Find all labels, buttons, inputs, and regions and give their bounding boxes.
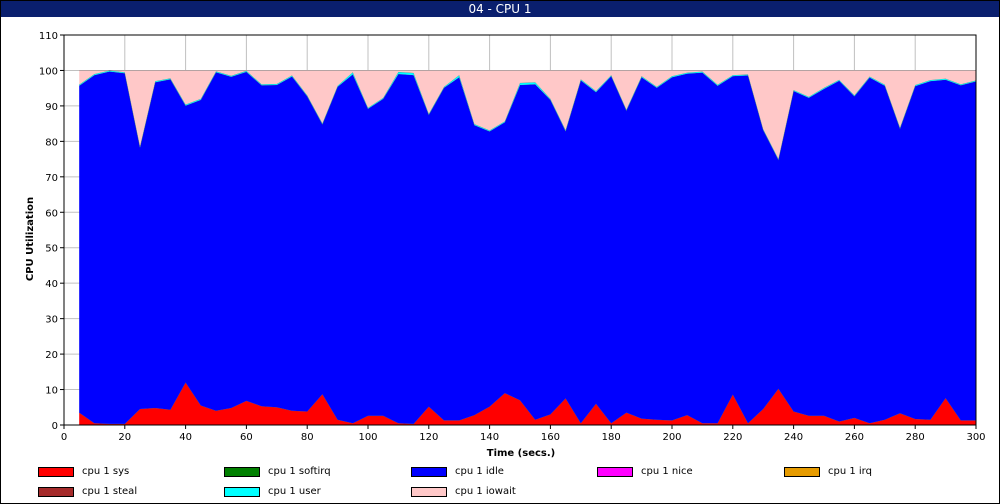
stacked-areas xyxy=(79,70,977,425)
y-tick-label: 30 xyxy=(45,315,58,326)
x-tick-label: 160 xyxy=(541,432,560,443)
y-tick-label: 70 xyxy=(45,173,58,184)
x-tick-label: 40 xyxy=(179,432,192,443)
y-tick-label: 80 xyxy=(45,137,58,148)
y-tick-label: 90 xyxy=(45,102,58,113)
y-tick-label: 110 xyxy=(39,31,58,42)
legend-label: cpu 1 softirq xyxy=(268,466,331,477)
y-tick-label: 10 xyxy=(45,386,58,397)
x-axis-label: Time (secs.) xyxy=(487,448,556,459)
x-tick-label: 60 xyxy=(240,432,253,443)
x-tick-label: 300 xyxy=(966,432,985,443)
legend-swatch xyxy=(597,467,633,477)
y-tick-label: 40 xyxy=(45,279,58,290)
y-axis-label: CPU Utilization xyxy=(25,197,36,281)
y-tick-label: 100 xyxy=(39,66,58,77)
y-tick-label: 60 xyxy=(45,208,58,219)
x-tick-label: 200 xyxy=(662,432,681,443)
legend-label: cpu 1 steal xyxy=(82,486,138,497)
series-area xyxy=(79,70,976,159)
y-tick-label: 20 xyxy=(45,350,58,361)
series-area xyxy=(79,70,976,160)
x-tick-label: 120 xyxy=(419,432,438,443)
x-tick-label: 220 xyxy=(723,432,742,443)
x-tick-label: 260 xyxy=(845,432,864,443)
legend-label: cpu 1 iowait xyxy=(455,486,516,497)
y-tick-label: 0 xyxy=(52,421,58,432)
legend-label: cpu 1 idle xyxy=(455,466,504,477)
axes: 0 20 40 60 80 100 120 140 160 180 200 220 240 260 280 3… xyxy=(39,31,986,443)
legend-swatch xyxy=(38,467,74,477)
legend-swatch xyxy=(411,467,447,477)
x-tick-label: 0 xyxy=(61,432,67,443)
x-tick-label: 80 xyxy=(301,432,314,443)
x-tick-label: 240 xyxy=(784,432,803,443)
legend-swatch xyxy=(784,467,820,477)
legend-label: cpu 1 irq xyxy=(828,466,872,477)
legend-swatch xyxy=(411,487,447,497)
plot-frame xyxy=(63,34,977,426)
x-tick-label: 280 xyxy=(906,432,925,443)
legend-label: cpu 1 nice xyxy=(641,466,693,477)
x-tick-label: 140 xyxy=(480,432,499,443)
y-tick-label: 50 xyxy=(45,244,58,255)
x-tick-label: 20 xyxy=(118,432,131,443)
x-tick-label: 180 xyxy=(602,432,621,443)
series-area xyxy=(79,71,976,424)
legend-swatch xyxy=(38,487,74,497)
x-tick-label: 100 xyxy=(358,432,377,443)
series-edge xyxy=(79,381,976,425)
window-title: 04 - CPU 1 xyxy=(1,1,999,17)
legend-swatch xyxy=(224,467,260,477)
legend-label: cpu 1 user xyxy=(268,486,321,497)
legend-swatch xyxy=(224,487,260,497)
legend-label: cpu 1 sys xyxy=(82,466,130,477)
series-area xyxy=(79,382,976,425)
